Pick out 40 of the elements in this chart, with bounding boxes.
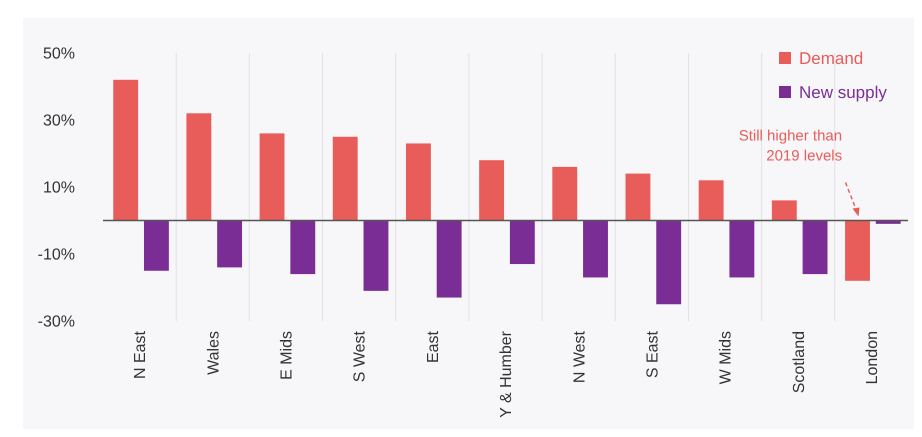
bar xyxy=(364,220,388,291)
x-tick-label: N West xyxy=(571,330,588,384)
bar xyxy=(772,200,797,220)
x-tick-label: Y & Humber xyxy=(498,330,516,418)
legend-label: Demand xyxy=(799,48,864,68)
y-tick-label: -10% xyxy=(38,246,75,264)
y-tick-label: 10% xyxy=(42,180,75,197)
x-tick-label: East xyxy=(424,330,442,364)
annotation: Still higher than 2019 levels xyxy=(738,128,842,164)
bar xyxy=(845,220,870,281)
x-tick-label: Wales xyxy=(205,331,222,375)
bar xyxy=(260,133,284,220)
bar xyxy=(406,143,431,220)
bar xyxy=(144,220,169,271)
bar xyxy=(552,166,578,220)
x-tick-label: S West xyxy=(352,330,369,382)
bar xyxy=(217,220,242,268)
x-tick-label: Scotland xyxy=(790,331,808,394)
bar xyxy=(113,80,138,220)
x-tick-label: London xyxy=(864,331,882,384)
bar xyxy=(698,180,724,220)
bar xyxy=(729,220,754,278)
bar xyxy=(626,174,650,220)
bar xyxy=(802,220,828,274)
y-tick-label: -30% xyxy=(38,314,75,331)
bar xyxy=(436,220,462,298)
bar xyxy=(290,220,316,274)
y-tick-label: 30% xyxy=(42,112,75,130)
bar xyxy=(186,113,212,220)
x-tick-label: S East xyxy=(644,330,662,378)
bar xyxy=(583,220,608,278)
bar xyxy=(656,220,682,304)
bar xyxy=(332,136,358,220)
x-tick-label: N East xyxy=(132,330,150,380)
legend-label: New supply xyxy=(799,82,888,102)
y-tick-label: 50% xyxy=(42,46,75,63)
bar xyxy=(479,160,504,220)
bar xyxy=(510,220,535,264)
x-tick-label: W Mids xyxy=(718,331,735,384)
x-tick-label: E Mids xyxy=(278,331,296,380)
